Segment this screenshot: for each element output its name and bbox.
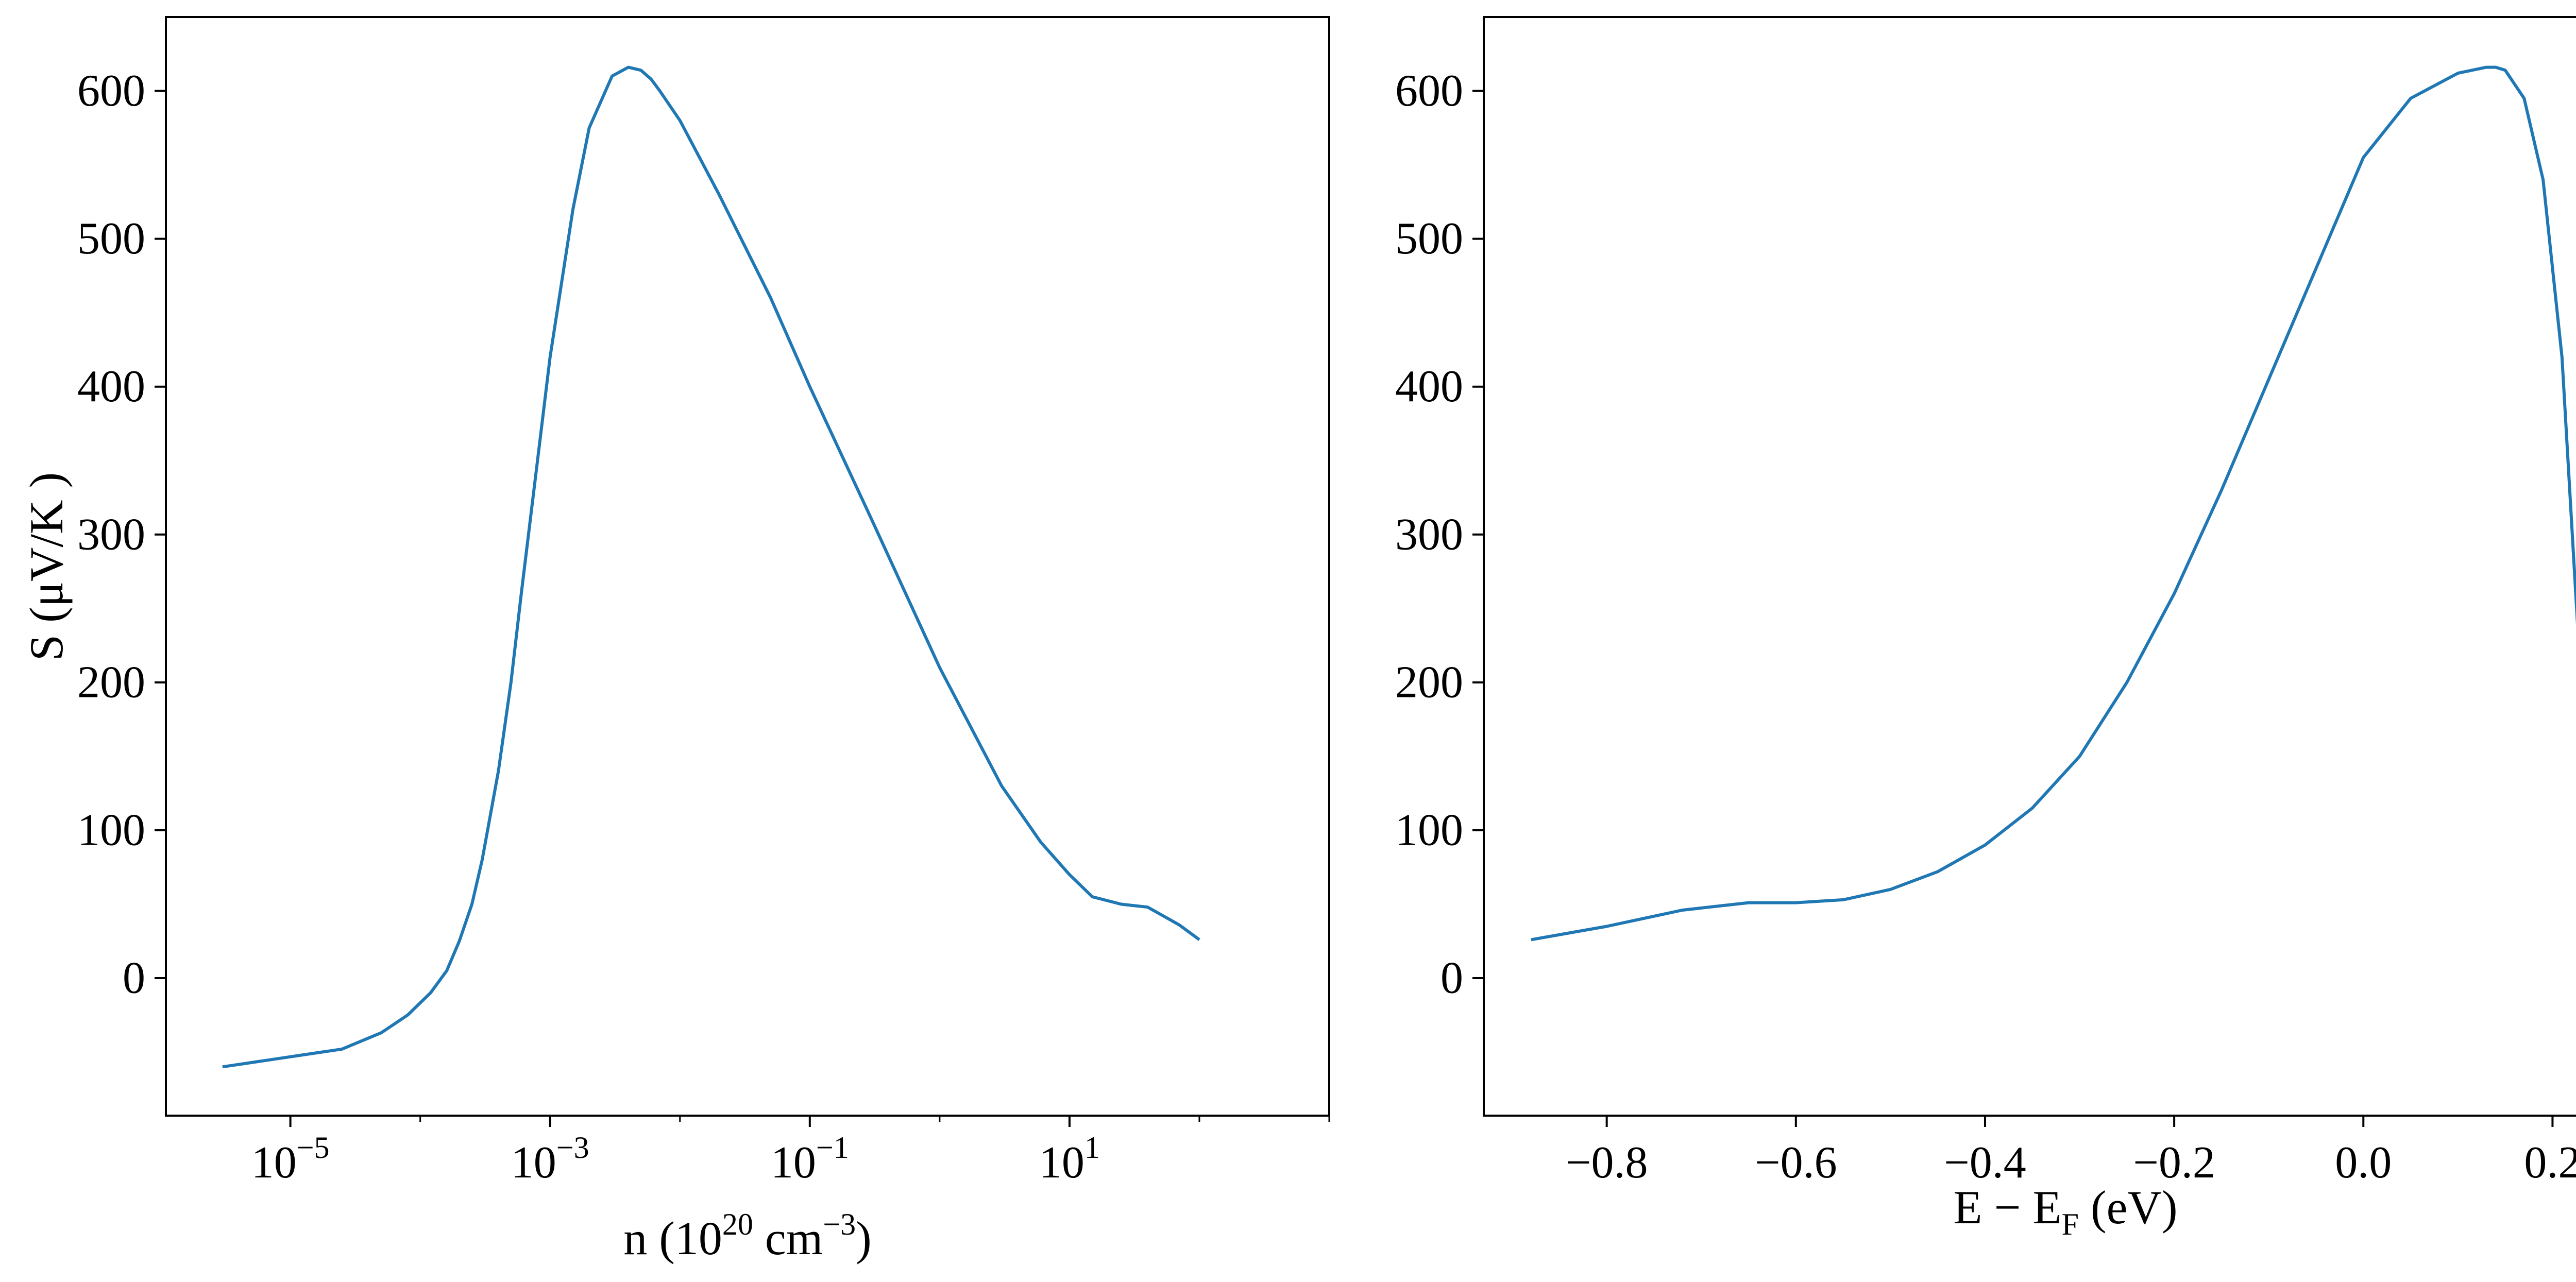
right-x-tick-label: 0.0 <box>2335 1138 2392 1188</box>
left-x-label-close: ) <box>856 1212 872 1264</box>
right-y-tick-label: 100 <box>1395 805 1463 855</box>
right-plot-frame <box>1483 16 2576 1117</box>
left-y-tick-label: 600 <box>77 66 145 116</box>
left-x-tick-label: 10−5 <box>251 1131 330 1188</box>
left-y-tick-label: 400 <box>77 362 145 412</box>
right-x-tick-label: −0.2 <box>2133 1138 2215 1188</box>
left-y-tick-label: 0 <box>123 953 145 1003</box>
panel-seebeck-vs-carrier-concentration: 0 100 200 300 400 500 600 10−5 10−3 10−1 101 S (μ… <box>20 16 1330 1264</box>
right-x-tick-label: −0.8 <box>1566 1138 1648 1188</box>
right-y-tick-labels: 0 100 200 300 400 500 600 <box>1395 66 1463 1003</box>
left-y-axis-label: S (μV/K ) <box>20 472 73 661</box>
right-x-tick-labels: −0.8 −0.6 −0.4 −0.2 0.0 0.2 <box>1566 1138 2576 1188</box>
left-x-tick-labels: 10−5 10−3 10−1 101 <box>251 1131 1100 1188</box>
right-y-tick-label: 500 <box>1395 214 1463 264</box>
right-x-tick-label: 0.2 <box>2524 1138 2576 1188</box>
right-x-tick-label: −0.4 <box>1944 1138 2026 1188</box>
left-x-label-exp2: −3 <box>823 1207 856 1241</box>
left-series-line <box>222 65 1200 1069</box>
left-x-label-exp1: 20 <box>722 1207 753 1241</box>
left-y-tick-label: 100 <box>77 805 145 855</box>
right-x-label-subscript: F <box>2062 1207 2079 1241</box>
right-y-tick-label: 0 <box>1440 953 1463 1003</box>
left-y-tick-labels: 0 100 200 300 400 500 600 <box>77 66 145 1003</box>
panel-seebeck-vs-energy: 0 100 200 300 400 500 600 −0.8 −0.6 −0.4 −0.2 0.0 0… <box>1395 16 2576 1241</box>
left-x-axis-label: n (1020 cm−3) <box>623 1207 872 1264</box>
right-x-label-unit: (eV) <box>2079 1181 2178 1234</box>
left-x-tick-label: 10−3 <box>511 1131 589 1188</box>
left-x-tick-label: 101 <box>1039 1131 1100 1188</box>
left-y-tick-label: 200 <box>77 657 145 707</box>
left-y-tick-label: 500 <box>77 214 145 264</box>
left-x-tick-label: 10−1 <box>771 1131 849 1188</box>
right-y-tick-label: 200 <box>1395 657 1463 707</box>
right-x-axis-label: E − EF (eV) <box>1953 1181 2177 1241</box>
right-series-line <box>1531 65 2576 942</box>
right-y-tick-label: 400 <box>1395 362 1463 412</box>
right-x-tick-label: −0.6 <box>1755 1138 1837 1188</box>
right-tick-marks <box>1472 90 2554 1127</box>
left-x-label-base: n (10 <box>623 1212 722 1264</box>
right-y-tick-label: 300 <box>1395 509 1463 559</box>
right-x-label-base: E − E <box>1953 1181 2061 1234</box>
right-y-tick-label: 600 <box>1395 66 1463 116</box>
left-y-tick-label: 300 <box>77 509 145 559</box>
left-x-label-unit: cm <box>753 1212 823 1264</box>
left-plot-frame <box>165 16 1330 1117</box>
